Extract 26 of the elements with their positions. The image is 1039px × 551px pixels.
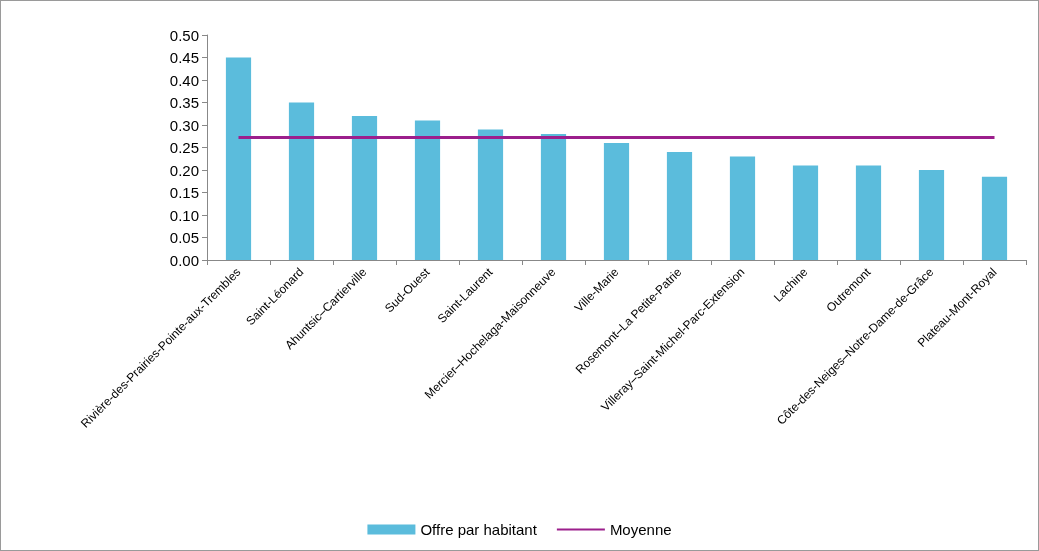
y-tick-label: 0.40	[169, 71, 199, 89]
y-tick-label: 0.35	[169, 94, 199, 111]
legend-label: Offre par habitant	[420, 521, 538, 538]
bar	[288, 102, 315, 260]
bar	[351, 116, 378, 260]
bar	[918, 170, 945, 260]
bar	[792, 165, 819, 260]
bar	[855, 165, 882, 260]
bar	[603, 143, 630, 260]
y-tick-label: 0.05	[169, 229, 199, 246]
bar	[414, 120, 441, 260]
y-tick-label: 0.20	[169, 161, 199, 179]
bar	[540, 134, 567, 260]
y-tick-label: 0.10	[169, 206, 199, 224]
y-tick-label: 0.25	[169, 139, 199, 156]
bar	[666, 152, 693, 260]
y-tick-label: 0.50	[169, 26, 199, 44]
legend-label: Moyenne	[609, 521, 672, 538]
y-tick-label: 0.30	[169, 116, 199, 134]
bar	[981, 176, 1008, 260]
bar	[225, 57, 252, 260]
y-tick-label: 0.45	[169, 49, 199, 66]
y-tick-label: 0.15	[169, 184, 199, 201]
bar	[729, 156, 756, 260]
bar	[477, 129, 504, 260]
y-tick-label: 0.00	[169, 251, 199, 269]
